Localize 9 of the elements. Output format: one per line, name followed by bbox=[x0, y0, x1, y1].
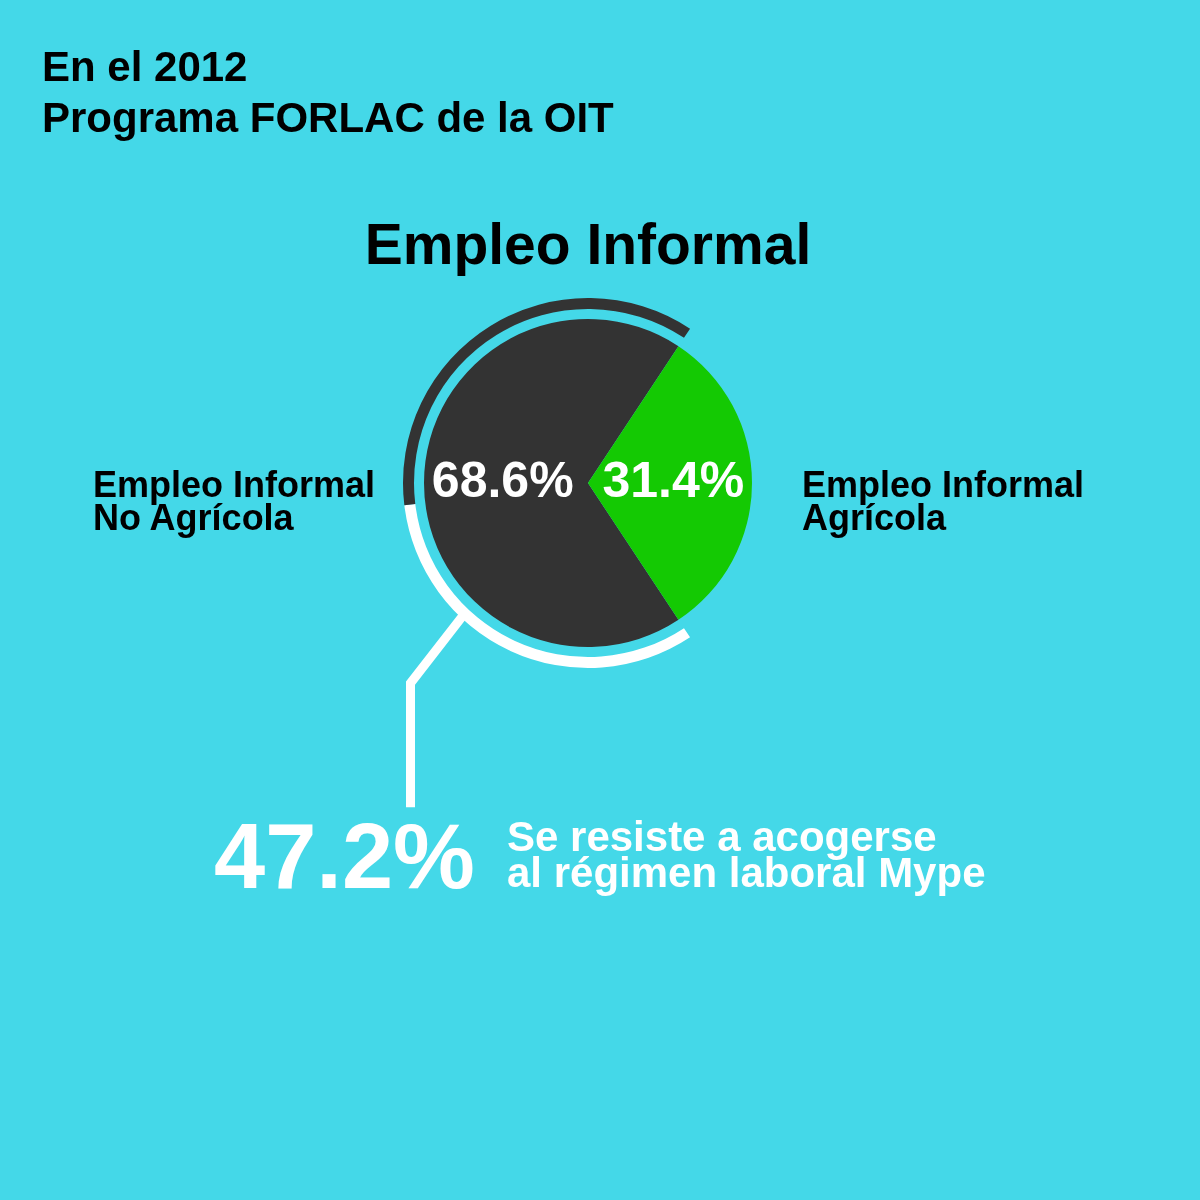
text: Programa FORLAC de la OIT bbox=[42, 94, 614, 141]
text: En el 2012 bbox=[42, 43, 248, 90]
data-label: 31.4% bbox=[602, 451, 745, 508]
data-label: 47.2% bbox=[214, 805, 475, 907]
data-label: 68.6% bbox=[431, 451, 574, 508]
text: Se resiste a acogerse al régimen laboral Mype bbox=[507, 813, 986, 896]
chart-title: Empleo Informal bbox=[364, 212, 812, 276]
slice-label: Empleo Informal Agrícola bbox=[802, 464, 1085, 538]
slice-label: Empleo Informal No Agrícola bbox=[92, 464, 375, 538]
